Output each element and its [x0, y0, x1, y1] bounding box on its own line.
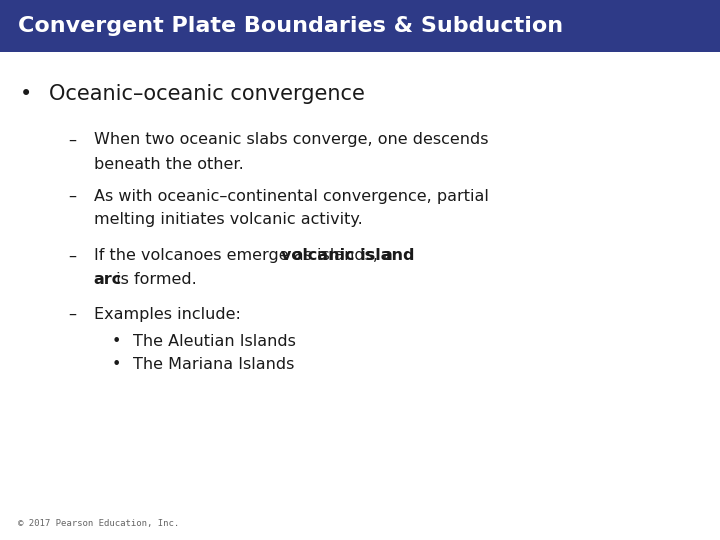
Text: volcanic island: volcanic island [281, 248, 415, 264]
Bar [0, 0, 720, 52]
Text: –: – [68, 132, 76, 147]
Text: •: • [112, 334, 121, 349]
Text: As with oceanic–continental convergence, partial: As with oceanic–continental convergence,… [94, 189, 488, 204]
Text: When two oceanic slabs converge, one descends: When two oceanic slabs converge, one des… [94, 132, 488, 147]
Text: beneath the other.: beneath the other. [94, 157, 243, 172]
Text: Examples include:: Examples include: [94, 307, 240, 322]
Text: melting initiates volcanic activity.: melting initiates volcanic activity. [94, 212, 362, 227]
Text: –: – [68, 307, 76, 322]
Text: Oceanic–oceanic convergence: Oceanic–oceanic convergence [49, 84, 365, 104]
Text: •: • [20, 84, 32, 104]
Text: © 2017 Pearson Education, Inc.: © 2017 Pearson Education, Inc. [18, 519, 179, 528]
Text: –: – [68, 248, 76, 264]
Text: If the volcanoes emerge as islands, a: If the volcanoes emerge as islands, a [94, 248, 397, 264]
Text: Convergent Plate Boundaries & Subduction: Convergent Plate Boundaries & Subduction [18, 16, 563, 36]
Text: –: – [68, 189, 76, 204]
Text: is formed.: is formed. [111, 272, 197, 287]
Text: •: • [112, 357, 121, 373]
Text: The Mariana Islands: The Mariana Islands [133, 357, 294, 373]
Text: The Aleutian Islands: The Aleutian Islands [133, 334, 296, 349]
Text: arc: arc [94, 272, 122, 287]
